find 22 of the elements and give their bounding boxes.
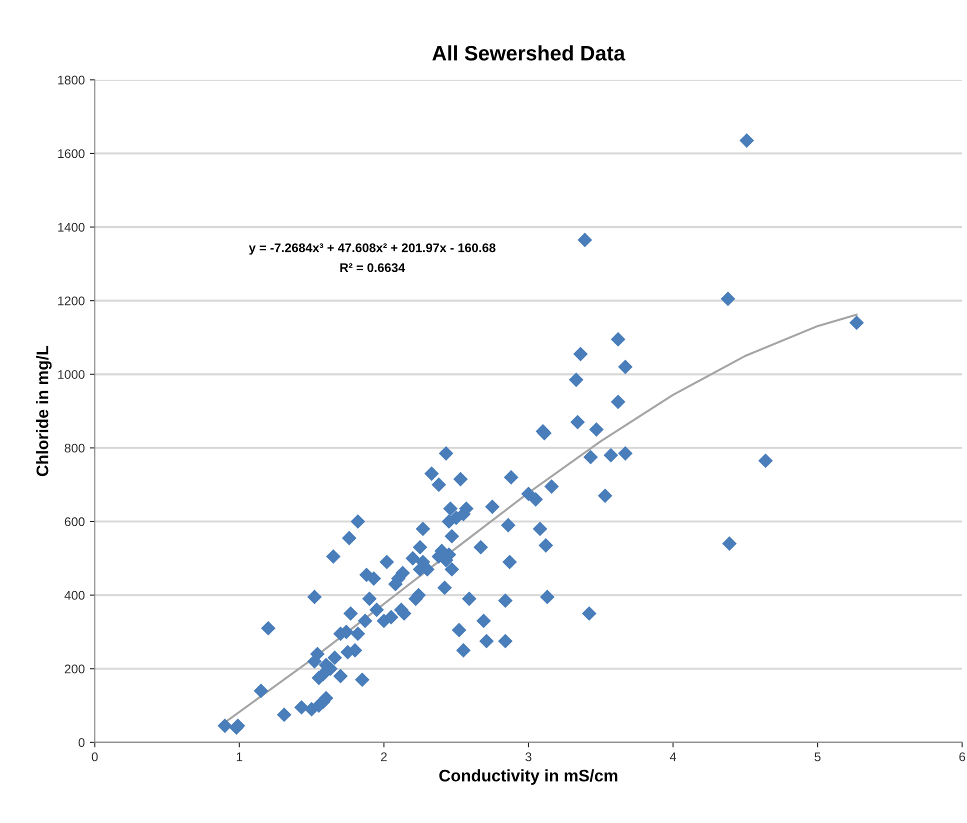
y-tick-label: 400	[64, 590, 85, 600]
y-tick-label: 1200	[58, 296, 85, 306]
y-axis-title: Chloride in mg/L	[36, 346, 52, 476]
y-tick-label: 600	[64, 517, 85, 526]
y-tick-label: 1600	[58, 149, 85, 158]
x-tick-label: 5	[814, 752, 821, 762]
x-tick-label: 2	[381, 752, 387, 762]
y-tick-label: 1400	[58, 222, 85, 232]
chart-title: All Sewershed Data	[432, 45, 626, 61]
x-axis-title: Conductivity in mS/cm	[439, 769, 618, 785]
x-tick-label: 1	[236, 752, 242, 762]
x-tick-label: 0	[92, 752, 98, 762]
y-tick-label: 1800	[58, 76, 85, 84]
x-tick-label: 3	[525, 752, 532, 762]
annotation: y = -7.2684x³ + 47.608x² + 201.97x - 160.68	[248, 243, 496, 255]
y-tick-label: 1000	[58, 370, 85, 379]
y-tick-label: 0	[78, 738, 85, 747]
y-tick-label: 800	[64, 444, 85, 453]
y-tick-label: 200	[64, 664, 85, 674]
x-tick-label: 4	[670, 752, 676, 762]
annotation: R² = 0.6634	[340, 263, 406, 272]
x-tick-label: 6	[959, 752, 966, 762]
